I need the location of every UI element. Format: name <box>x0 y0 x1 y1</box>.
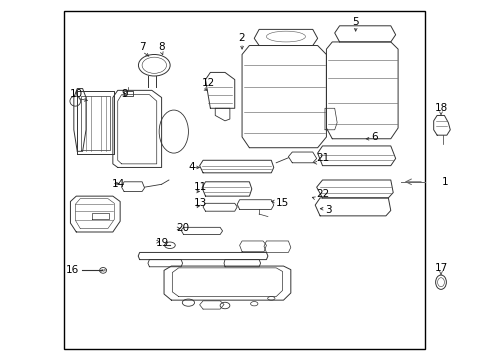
Text: 17: 17 <box>433 263 447 273</box>
Text: 10: 10 <box>70 89 82 99</box>
Text: 14: 14 <box>112 179 125 189</box>
Text: 22: 22 <box>316 189 329 199</box>
Text: 12: 12 <box>202 78 215 88</box>
Text: 18: 18 <box>433 103 447 113</box>
Text: 21: 21 <box>316 153 329 163</box>
Text: 20: 20 <box>176 224 189 233</box>
Text: 9: 9 <box>122 89 128 99</box>
Text: 6: 6 <box>370 132 377 142</box>
Text: 7: 7 <box>139 42 145 52</box>
Bar <box>64 12 424 348</box>
Text: 2: 2 <box>238 33 245 43</box>
Text: 3: 3 <box>325 206 331 216</box>
Text: 13: 13 <box>194 198 207 208</box>
Text: 1: 1 <box>441 177 447 187</box>
Text: 15: 15 <box>276 198 289 208</box>
Text: 19: 19 <box>156 238 169 248</box>
Text: 4: 4 <box>188 162 195 172</box>
Text: 11: 11 <box>194 182 207 192</box>
Text: 16: 16 <box>66 265 80 275</box>
Text: 5: 5 <box>352 17 358 27</box>
Text: 8: 8 <box>158 42 164 52</box>
